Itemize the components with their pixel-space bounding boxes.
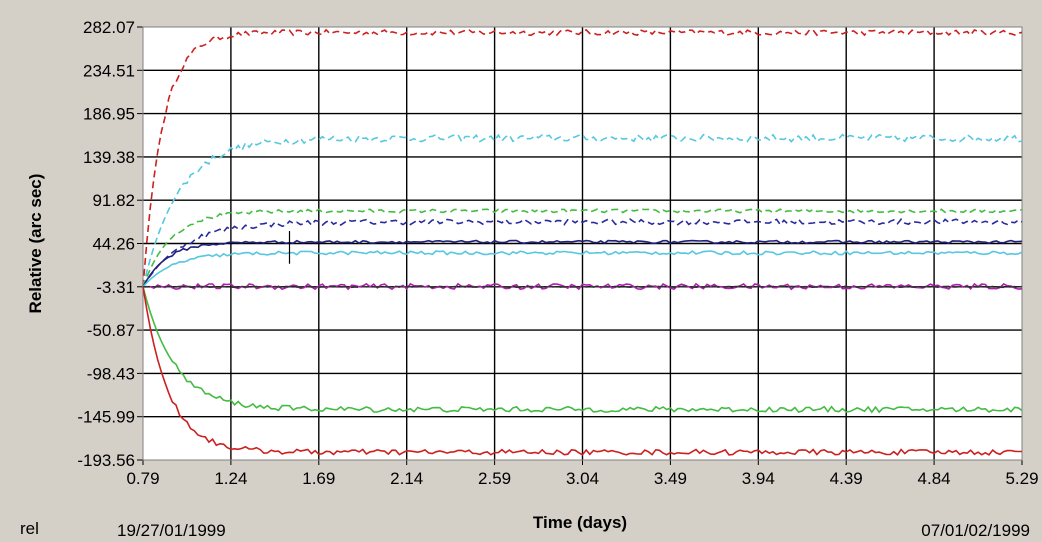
x-tick-label: 0.79 xyxy=(126,469,159,488)
x-tick-label: 5.29 xyxy=(1005,469,1038,488)
grid xyxy=(137,26,1023,465)
x-tick-label: 4.84 xyxy=(918,469,951,488)
x-tick-label: 4.39 xyxy=(830,469,863,488)
series-line-8 xyxy=(143,285,1023,289)
y-tick-label: -193.56 xyxy=(77,451,135,470)
series-line-2 xyxy=(142,133,1023,287)
y-tick-label: -98.43 xyxy=(87,364,135,383)
y-tick-label: 282.07 xyxy=(83,18,135,37)
x-tick-label: 2.59 xyxy=(478,469,511,488)
y-tick-label: 139.38 xyxy=(83,148,135,167)
series-line-1 xyxy=(142,28,1023,287)
y-tick-label: -3.31 xyxy=(96,278,135,297)
y-tick-label: 91.82 xyxy=(92,191,135,210)
series-line-3 xyxy=(142,208,1023,288)
series-line-4 xyxy=(142,217,1023,288)
x-tick-label: 1.69 xyxy=(302,469,335,488)
footer-start-date: 19/27/01/1999 xyxy=(117,521,226,540)
y-axis-label: Relative (arc sec) xyxy=(26,174,45,314)
y-tick-label: -50.87 xyxy=(87,321,135,340)
x-tick-label: 2.14 xyxy=(390,469,423,488)
x-tick-label: 3.04 xyxy=(566,469,599,488)
series-group xyxy=(142,28,1023,456)
plot-border xyxy=(142,26,1023,461)
footer-left-label: rel xyxy=(20,519,39,538)
series-line-9 xyxy=(142,286,1023,414)
y-tick-label: 234.51 xyxy=(83,61,135,80)
x-tick-label: 3.94 xyxy=(742,469,775,488)
y-tick-label: 44.26 xyxy=(92,235,135,254)
series-line-10 xyxy=(142,286,1022,456)
x-tick-label: 1.24 xyxy=(214,469,247,488)
y-tick-label: 186.95 xyxy=(83,105,135,124)
x-axis-label: Time (days) xyxy=(533,513,627,532)
y-tick-label: -145.99 xyxy=(77,408,135,427)
footer-end-date: 07/01/02/1999 xyxy=(921,521,1030,540)
x-tick-label: 3.49 xyxy=(654,469,687,488)
tick-labels: 0.79 1.24 1.69 2.14 2.59 3.04 3.49 3.94 4.39 4.84… xyxy=(77,18,1038,488)
